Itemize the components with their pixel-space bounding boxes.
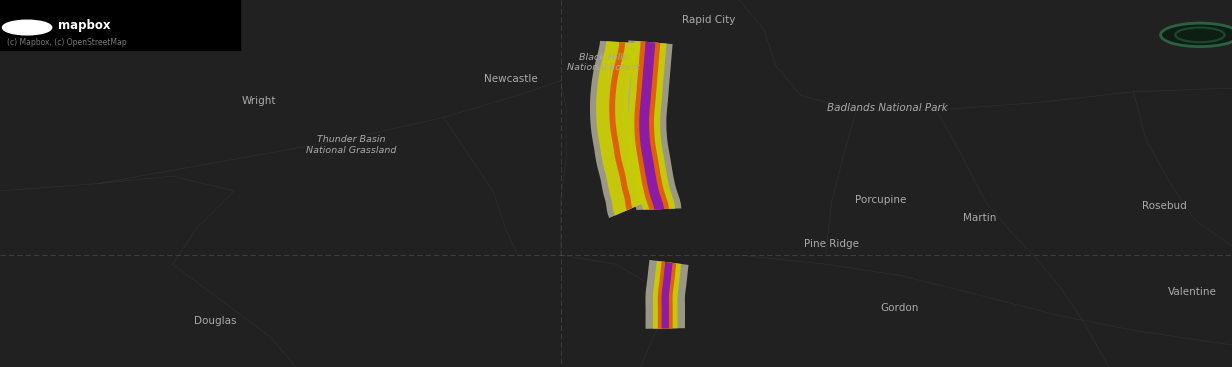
Text: Douglas: Douglas: [195, 316, 237, 326]
Polygon shape: [634, 41, 669, 210]
Polygon shape: [596, 41, 644, 215]
Text: Wright: Wright: [241, 96, 276, 106]
Polygon shape: [628, 41, 675, 211]
Text: Rosebud: Rosebud: [1142, 200, 1186, 211]
Text: (c) Mapbox, (c) OpenStreetMap: (c) Mapbox, (c) OpenStreetMap: [7, 38, 127, 47]
Polygon shape: [646, 260, 689, 329]
Polygon shape: [609, 42, 632, 210]
Text: Martin: Martin: [962, 213, 997, 224]
Circle shape: [1161, 23, 1232, 47]
Polygon shape: [622, 40, 681, 212]
Text: Thunder Basin
National Grassland: Thunder Basin National Grassland: [306, 135, 397, 155]
Text: Gordon: Gordon: [880, 303, 919, 313]
Text: Rapid City: Rapid City: [681, 15, 736, 25]
Polygon shape: [662, 262, 673, 328]
Circle shape: [2, 20, 52, 35]
Polygon shape: [639, 42, 664, 209]
Polygon shape: [658, 261, 676, 328]
Polygon shape: [653, 261, 681, 329]
Polygon shape: [612, 42, 630, 209]
Text: Black Hills
National Forest: Black Hills National Forest: [568, 53, 639, 72]
Text: Valentine: Valentine: [1168, 287, 1217, 297]
Text: Pine Ridge: Pine Ridge: [804, 239, 859, 249]
Text: Newcastle: Newcastle: [484, 74, 538, 84]
Text: Badlands National Park: Badlands National Park: [827, 103, 947, 113]
Bar: [0, 0, 240, 50]
Text: Porcupine: Porcupine: [855, 195, 907, 205]
Text: mapbox: mapbox: [58, 19, 111, 32]
Polygon shape: [590, 41, 650, 218]
